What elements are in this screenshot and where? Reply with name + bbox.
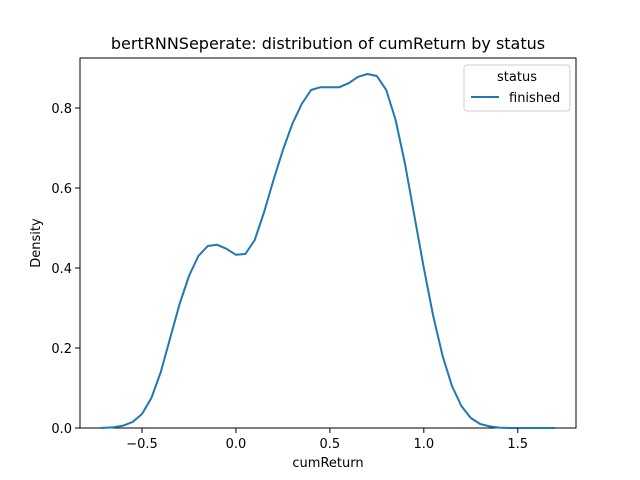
legend-label-finished: finished — [509, 91, 560, 106]
legend-box — [463, 64, 571, 112]
x-axis: −0.5 0.0 0.5 1.0 1.5 — [126, 428, 528, 452]
legend: status finished — [463, 64, 571, 112]
plot-frame — [79, 57, 577, 429]
y-tick-label: 0.4 — [51, 262, 72, 277]
y-axis: 0.0 0.2 0.4 0.6 0.8 — [51, 102, 80, 437]
y-tick-label: 0.8 — [51, 102, 72, 117]
x-tick-label: 1.5 — [507, 437, 528, 452]
y-tick-label: 0.0 — [51, 422, 72, 437]
y-axis-label: Density — [29, 218, 44, 268]
series-line-finished — [100, 73, 556, 429]
x-axis-label: cumReturn — [292, 456, 363, 471]
x-tick-label: −0.5 — [126, 437, 158, 452]
y-tick-label: 0.6 — [51, 182, 72, 197]
x-tick-label: 0.5 — [320, 437, 341, 452]
legend-title: status — [497, 70, 537, 85]
x-tick-label: 1.0 — [413, 437, 434, 452]
x-tick-label: 0.0 — [226, 437, 247, 452]
plot-area — [79, 57, 577, 429]
y-tick-label: 0.2 — [51, 342, 72, 357]
chart-title: bertRNNSeperate: distribution of cumRetu… — [111, 34, 545, 53]
